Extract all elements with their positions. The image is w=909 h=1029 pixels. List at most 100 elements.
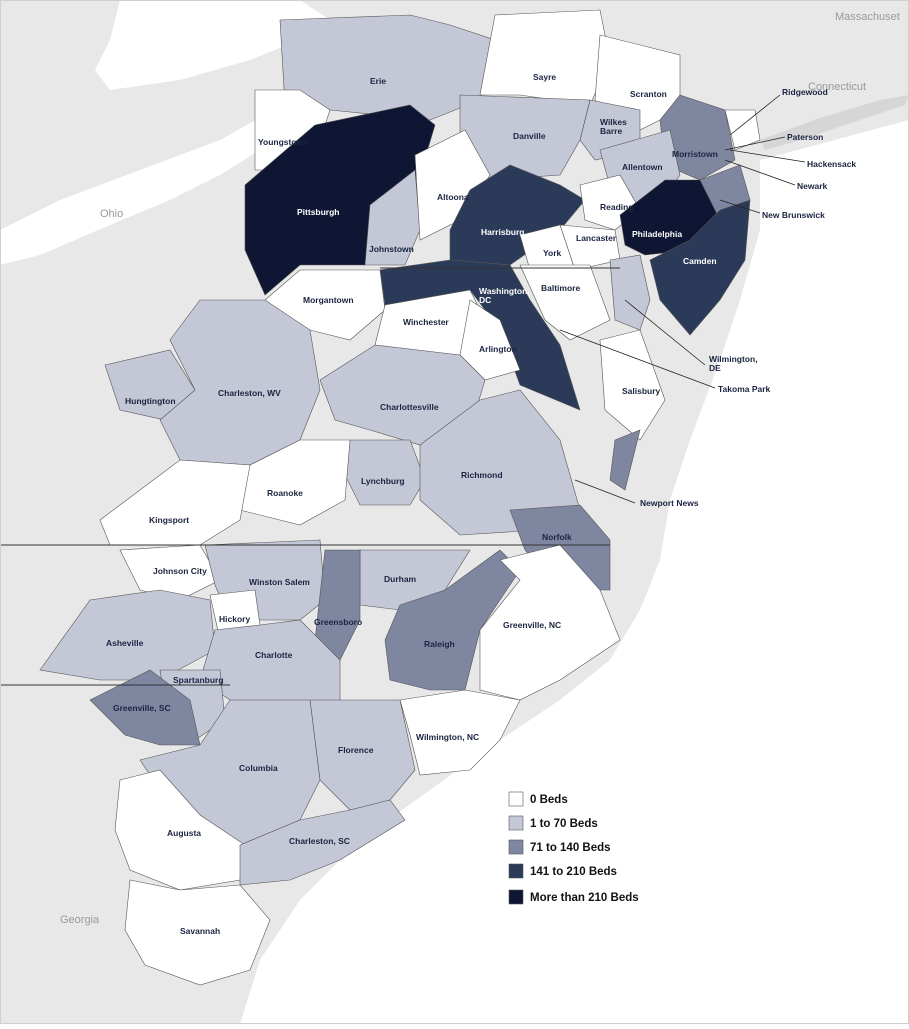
label-charlottesville: Charlottesville	[380, 402, 439, 412]
region-salisbury[interactable]	[599, 329, 666, 441]
region-sayre[interactable]	[479, 9, 611, 106]
label-richmond: Richmond	[461, 470, 503, 480]
label-lancaster: Lancaster	[576, 233, 617, 243]
label-lynchburg: Lynchburg	[361, 476, 405, 486]
regions-group	[39, 9, 761, 986]
label-youngstown: Youngstown	[258, 137, 308, 147]
label-greensboro: Greensboro	[314, 617, 362, 627]
label-charleston-wv: Charleston, WV	[218, 388, 281, 398]
label-pittsburgh: Pittsburgh	[297, 207, 340, 217]
legend-label-3: 141 to 210 Beds	[530, 866, 617, 878]
bg-label-georgia: Georgia	[60, 914, 100, 926]
leader-lines	[559, 94, 806, 504]
region-raleigh[interactable]	[384, 549, 521, 691]
label-hungtington: Hungtington	[125, 396, 176, 406]
label-norfolk: Norfolk	[542, 532, 572, 542]
label-columbia: Columbia	[239, 763, 278, 773]
label-camden: Camden	[683, 256, 717, 266]
label-hickory: Hickory	[219, 614, 250, 624]
legend-label-0: 0 Beds	[530, 794, 568, 806]
legend-swatch-2	[508, 839, 524, 855]
label-paterson: Paterson	[787, 132, 823, 142]
label-raleigh: Raleigh	[424, 639, 455, 649]
region-eastern-shore[interactable]	[609, 429, 641, 491]
label-allentown: Allentown	[622, 162, 663, 172]
label-morristown: Morristown	[672, 149, 718, 159]
leader-line	[724, 159, 796, 186]
label-philadelphia: Philadelphia	[632, 229, 682, 239]
label-reading: Reading	[600, 202, 634, 212]
label-durham: Durham	[384, 574, 417, 584]
region-savannah[interactable]	[124, 879, 271, 986]
label-winchester: Winchester	[403, 317, 449, 327]
leader-line	[729, 149, 806, 163]
label-charlotte: Charlotte	[255, 650, 293, 660]
region-asheville[interactable]	[39, 589, 216, 681]
label-sayre: Sayre	[533, 72, 556, 82]
region-lynchburg[interactable]	[344, 439, 426, 506]
leader-line	[559, 329, 716, 389]
label-spartanburg: Spartanburg	[173, 675, 224, 685]
state-borders	[0, 267, 620, 686]
label-harrisburg: Harrisburg	[481, 227, 524, 237]
label-wilmington-nc: Wilmington, NC	[416, 732, 479, 742]
long-island	[760, 95, 909, 150]
label-charleston-sc: Charleston, SC	[289, 836, 350, 846]
region-johnson-city[interactable]	[119, 544, 221, 601]
legend-label-1: 1 to 70 Beds	[530, 818, 598, 830]
region-arlington[interactable]	[459, 299, 521, 381]
region-labels: Erie Sayre Scranton Ridgewood Youngstown…	[106, 72, 856, 936]
label-augusta: Augusta	[167, 828, 201, 838]
label-york: York	[543, 248, 562, 258]
label-arlington: Arlington	[479, 344, 517, 354]
leader-line	[574, 479, 636, 504]
label-washington-dc: Washington, DC	[479, 286, 530, 305]
label-kingsport: Kingsport	[149, 515, 189, 525]
label-morgantown: Morgantown	[303, 295, 354, 305]
label-altoona: Altoona	[437, 192, 469, 202]
region-greensboro[interactable]	[314, 549, 361, 661]
bg-label-massachusetts: Massachuset	[835, 11, 900, 23]
label-newport-news: Newport News	[640, 498, 699, 508]
label-takoma-park: Takoma Park	[718, 384, 771, 394]
legend-swatch-3	[508, 863, 524, 879]
label-newark: Newark	[797, 181, 828, 191]
legend-label-2: 71 to 140 Beds	[530, 842, 611, 854]
leader-line	[624, 299, 706, 366]
region-camden[interactable]	[649, 199, 751, 336]
region-greenville-nc[interactable]	[479, 544, 621, 701]
ocean-water	[240, 120, 909, 1024]
label-savannah: Savannah	[180, 926, 220, 936]
label-johnstown: Johnstown	[369, 244, 414, 254]
region-charleston-sc[interactable]	[239, 799, 406, 886]
region-ridgewood[interactable]	[724, 109, 761, 151]
lake-water	[95, 0, 330, 90]
label-winston-salem: Winston Salem	[249, 577, 310, 587]
legend-swatch-0	[508, 791, 524, 807]
legend-swatch-1	[508, 815, 524, 831]
label-asheville: Asheville	[106, 638, 144, 648]
bg-label-ohio: Ohio	[100, 208, 123, 220]
label-johnson-city: Johnson City	[153, 566, 207, 576]
label-baltimore: Baltimore	[541, 283, 580, 293]
label-wilkes-barre: Wilkes Barre	[600, 117, 627, 136]
bg-label-connecticut: Connecticut	[808, 81, 866, 93]
region-johnstown[interactable]	[364, 169, 421, 266]
label-florence: Florence	[338, 745, 374, 755]
label-salisbury: Salisbury	[622, 386, 661, 396]
legend-label-4: More than 210 Beds	[530, 892, 639, 904]
label-scranton: Scranton	[630, 89, 667, 99]
leader-line	[724, 136, 786, 151]
leader-line	[719, 199, 761, 214]
label-new-brunswick: New Brunswick	[762, 210, 825, 220]
region-baltimore[interactable]	[519, 264, 611, 341]
label-roanoke: Roanoke	[267, 488, 303, 498]
label-erie: Erie	[370, 76, 386, 86]
label-danville: Danville	[513, 131, 546, 141]
lake-water	[0, 115, 265, 265]
region-wilmington-de[interactable]	[609, 254, 651, 331]
label-wilmington-de: Wilmington, DE	[709, 354, 758, 373]
region-wilmington-nc[interactable]	[399, 689, 521, 776]
